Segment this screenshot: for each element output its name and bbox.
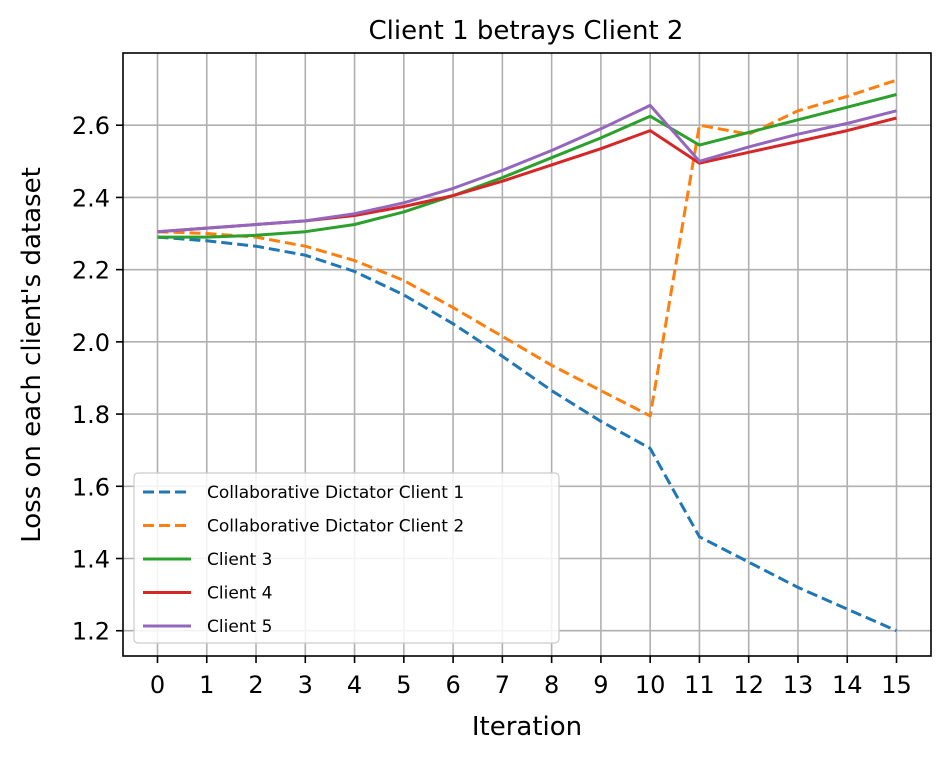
x-tick-label: 14: [832, 671, 863, 699]
x-tick-label: 10: [635, 671, 666, 699]
series-line-3: [157, 93, 897, 239]
y-tick-label: 2.0: [72, 329, 110, 357]
x-tick-label: 1: [199, 671, 214, 699]
legend: Collaborative Dictator Client 1 Collabora…: [133, 472, 560, 644]
legend-entry: Client 4: [207, 584, 272, 604]
legend-entry: Client 3: [207, 550, 272, 570]
x-tick-label: 8: [544, 671, 559, 699]
x-tick-label: 3: [298, 671, 313, 699]
x-axis-ticks: 0 1 2 3 4 5 6 7 8 9 10 11 12 13 14 15: [150, 656, 912, 699]
x-tick-label: 2: [248, 671, 263, 699]
y-tick-label: 1.4: [72, 546, 110, 574]
plot-frame: [122, 52, 932, 657]
x-tick-label: 6: [445, 671, 460, 699]
x-tick-label: 7: [495, 671, 510, 699]
x-tick-label: 0: [150, 671, 165, 699]
y-tick-label: 2.2: [72, 257, 110, 285]
y-tick-label: 1.8: [72, 401, 110, 429]
y-tick-label: 2.4: [72, 184, 110, 212]
chart-title: Client 1 betrays Client 2: [369, 16, 684, 46]
series-line-5: [157, 103, 897, 234]
x-tick-label: 15: [881, 671, 912, 699]
y-axis-label: Loss on each client's dataset: [17, 167, 47, 543]
series-line-1: [157, 235, 898, 633]
x-tick-label: 12: [733, 671, 764, 699]
x-tick-label: 13: [783, 671, 814, 699]
legend-box: [133, 472, 560, 644]
y-axis-ticks: 1.2 1.4 1.6 1.8 2.0 2.2 2.4 2.6: [72, 112, 123, 646]
x-tick-label: 5: [396, 671, 411, 699]
legend-entry: Collaborative Dictator Client 1: [207, 483, 464, 503]
series-line-4: [157, 116, 897, 234]
series-line-2: [157, 78, 897, 418]
x-tick-label: 11: [684, 671, 715, 699]
x-axis-label: Iteration: [472, 712, 582, 742]
legend-entry: Collaborative Dictator Client 2: [207, 517, 464, 537]
y-tick-label: 1.6: [72, 473, 110, 501]
legend-entry: Client 5: [207, 617, 272, 637]
y-tick-label: 1.2: [72, 618, 110, 646]
x-tick-label: 4: [347, 671, 362, 699]
series-lines: [157, 78, 898, 633]
x-tick-label: 9: [593, 671, 608, 699]
y-tick-label: 2.6: [72, 112, 110, 140]
